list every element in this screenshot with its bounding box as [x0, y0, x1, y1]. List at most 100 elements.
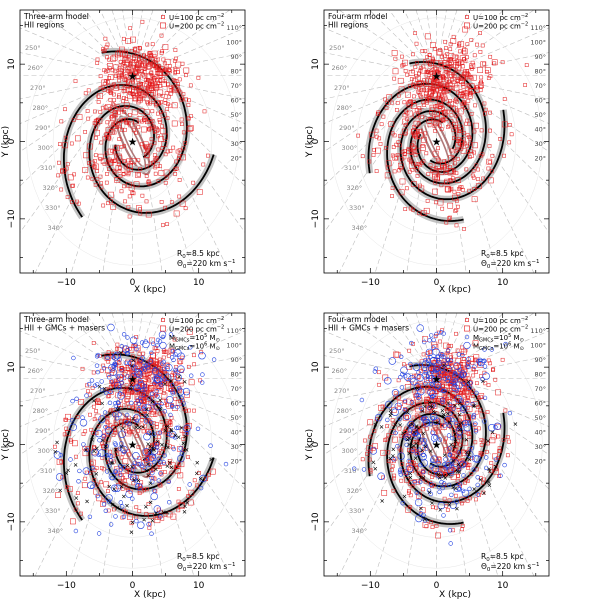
gmc-marker	[444, 458, 448, 462]
longitude-label-left: 280°	[337, 407, 353, 415]
longitude-label-left: 320°	[43, 487, 59, 495]
maser-marker	[195, 472, 198, 475]
gmc-marker	[114, 443, 118, 447]
hii-marker	[400, 479, 403, 482]
panel-title: HII + GMCs + masers	[24, 324, 105, 333]
hii-marker	[176, 150, 179, 153]
longitude-label-left: 290°	[35, 427, 51, 435]
hii-marker	[463, 48, 466, 51]
hii-marker	[199, 379, 202, 382]
hii-marker	[192, 181, 195, 184]
longitude-label-left: 330°	[45, 204, 61, 212]
maser-marker	[374, 467, 377, 470]
maser-marker	[481, 380, 484, 383]
hii-marker	[473, 104, 476, 107]
hii-marker	[361, 155, 364, 158]
hii-marker	[473, 54, 476, 57]
maser-marker	[183, 380, 186, 383]
gmc-marker	[150, 532, 154, 536]
longitude-label-right: 30°	[534, 140, 546, 148]
sun-marker: ★	[432, 373, 442, 386]
legend-entry: U=200 pc cm−2	[473, 325, 528, 334]
hii-marker	[395, 108, 398, 111]
gmc-marker	[449, 542, 453, 546]
hii-marker	[120, 190, 123, 193]
hii-marker	[84, 130, 87, 133]
legend-entry: U=200 pc cm−2	[473, 22, 528, 31]
x-axis-label: X (kpc)	[134, 590, 166, 600]
hii-marker	[454, 209, 457, 212]
hii-marker	[129, 27, 132, 30]
hii-marker	[65, 418, 68, 421]
longitude-label-left: 300°	[342, 144, 358, 152]
hii-marker	[92, 405, 95, 408]
longitude-label-right: 80°	[230, 68, 242, 76]
hii-marker	[157, 436, 160, 439]
longitude-label-right: 90°	[534, 356, 546, 364]
hii-marker	[405, 187, 408, 190]
legend-entry: U=200 pc cm−2	[169, 22, 224, 31]
longitude-label-left: 250°	[25, 44, 41, 52]
longitude-label-right: 90°	[534, 53, 546, 61]
hii-marker	[463, 27, 468, 32]
hii-marker	[123, 128, 126, 131]
hii-marker	[168, 64, 171, 67]
hii-marker	[457, 474, 460, 477]
longitude-label-right: 70°	[534, 385, 546, 393]
x-tick-label: 10	[497, 278, 509, 288]
hii-marker	[379, 142, 382, 145]
gmc-marker	[98, 438, 102, 442]
gmc-marker	[224, 462, 228, 466]
hii-marker	[206, 154, 209, 157]
longitude-label-left: 330°	[45, 507, 61, 515]
hii-marker	[496, 390, 501, 395]
gmc-marker	[200, 381, 204, 385]
hii-marker	[378, 383, 381, 386]
galactic-centre-marker: ★	[432, 136, 442, 149]
maser-marker	[177, 436, 180, 439]
gmc-marker	[201, 373, 205, 377]
hii-marker	[70, 519, 75, 524]
hii-marker	[475, 382, 478, 385]
hii-marker	[393, 69, 398, 74]
y-tick-label: −10	[311, 209, 321, 228]
gmc-marker	[87, 382, 91, 386]
hii-marker	[70, 142, 73, 145]
hii-marker	[455, 224, 458, 227]
gmc-marker	[114, 515, 118, 519]
hii-marker	[128, 195, 131, 198]
gmc-marker	[144, 433, 151, 440]
gmc-marker	[97, 532, 101, 536]
hii-marker	[92, 371, 95, 374]
hii-marker	[480, 76, 483, 79]
hii-marker	[368, 420, 373, 425]
parameter-text: Θ0=220 km s−1	[481, 562, 539, 573]
sun-marker: ★	[128, 70, 138, 83]
hii-marker	[412, 95, 415, 98]
longitude-label-left: 300°	[38, 447, 54, 455]
legend: U=100 pc cm−2U=200 pc cm−2	[464, 13, 528, 31]
hii-marker	[403, 101, 406, 104]
longitude-ray	[65, 161, 133, 379]
y-axis-label: Y (kpc)	[1, 126, 11, 158]
y-tick-label: 10	[7, 361, 17, 373]
longitude-label-right: 110°	[530, 24, 546, 32]
hii-marker	[472, 197, 477, 202]
gmc-marker	[95, 364, 99, 368]
hii-marker	[106, 490, 109, 493]
gmc-marker	[199, 352, 206, 359]
hii-marker	[375, 148, 380, 153]
longitude-label-left: 260°	[332, 64, 348, 72]
longitude-label-right: 40°	[534, 126, 546, 134]
longitude-label-left: 270°	[30, 84, 46, 92]
hii-marker	[430, 42, 435, 47]
hii-marker	[53, 445, 56, 448]
hii-marker	[151, 43, 154, 46]
hii-marker	[380, 123, 383, 126]
hii-marker	[397, 169, 400, 172]
longitude-label-right: 100°	[530, 342, 546, 350]
